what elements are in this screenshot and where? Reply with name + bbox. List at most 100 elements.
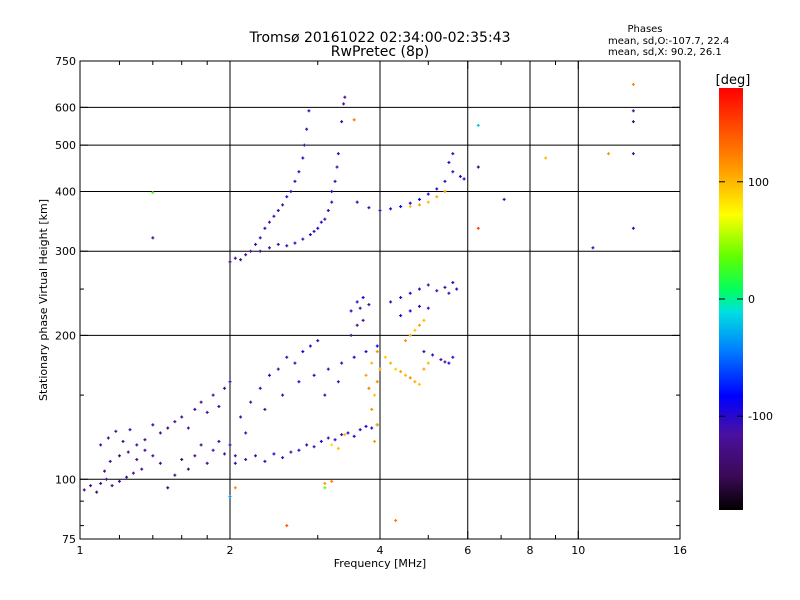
data-point (340, 361, 344, 365)
data-point (312, 445, 316, 449)
data-point (211, 448, 215, 452)
data-point (394, 518, 398, 522)
x-tick-label: 2 (227, 544, 234, 557)
data-point (389, 300, 393, 304)
data-point (253, 242, 257, 246)
data-point (443, 189, 447, 193)
data-point (267, 220, 271, 224)
data-point (301, 156, 305, 160)
data-point (422, 367, 426, 371)
data-point (417, 287, 421, 291)
data-point (326, 367, 330, 371)
y-tick-label: 200 (55, 329, 76, 342)
x-ticks: 1 2 4 6 8 10 16 (77, 61, 687, 557)
data-point (631, 152, 635, 156)
data-point (285, 244, 289, 248)
data-point (223, 386, 227, 390)
data-point (364, 424, 368, 428)
data-point (125, 475, 129, 479)
data-point (108, 459, 112, 463)
data-point (631, 120, 635, 124)
data-point (403, 373, 407, 377)
data-point (417, 323, 421, 327)
data-point (166, 426, 170, 430)
data-point (326, 436, 330, 440)
data-point (408, 309, 412, 313)
data-point (199, 400, 203, 404)
data-point (335, 165, 339, 169)
data-point (301, 350, 305, 354)
data-point (342, 102, 346, 106)
data-point (272, 452, 276, 456)
data-point (476, 123, 480, 127)
data-point (403, 339, 407, 343)
data-point (340, 433, 344, 437)
data-point (297, 448, 301, 452)
data-point (443, 285, 447, 289)
data-point (180, 415, 184, 419)
data-point (333, 179, 337, 183)
data-point (301, 237, 305, 241)
data-point (389, 361, 393, 365)
data-point (233, 461, 237, 465)
data-point (355, 200, 359, 204)
data-point (276, 209, 280, 213)
data-point (293, 241, 297, 245)
data-point (305, 443, 309, 447)
data-point (193, 454, 197, 458)
chart-title-line2: RwPretec (8p) (331, 44, 429, 60)
data-point (462, 177, 466, 181)
data-point (140, 467, 144, 471)
data-point (361, 318, 365, 322)
data-point (370, 407, 374, 411)
scatter-points (82, 82, 635, 528)
data-point (228, 380, 232, 384)
data-point (302, 143, 306, 147)
data-point (631, 109, 635, 113)
data-point (364, 373, 368, 377)
data-point (239, 415, 243, 419)
data-point (103, 469, 107, 473)
data-point (340, 120, 344, 124)
data-point (431, 353, 435, 357)
y-tick-label: 100 (55, 473, 76, 486)
data-point (435, 289, 439, 293)
data-point (117, 454, 121, 458)
data-point (193, 407, 197, 411)
data-point (408, 376, 412, 380)
data-point (370, 426, 374, 430)
colorbar-tick-label: 100 (748, 176, 769, 189)
data-point (267, 246, 271, 250)
data-point (447, 291, 451, 295)
data-point (443, 179, 447, 183)
data-point (408, 201, 412, 205)
data-point (297, 170, 301, 174)
data-point (312, 373, 316, 377)
data-point (285, 355, 289, 359)
data-point (330, 200, 334, 204)
data-point (458, 174, 462, 178)
data-point (408, 333, 412, 337)
data-point (297, 380, 301, 384)
data-point (135, 443, 139, 447)
data-point (258, 249, 262, 253)
grid-lines (80, 61, 680, 539)
x-axis-label: Frequency [MHz] (334, 557, 426, 570)
data-point (417, 197, 421, 201)
colorbar-tick-label: -100 (748, 410, 773, 423)
colorbar-ticks: 100 0 -100 (719, 176, 773, 423)
data-point (312, 229, 316, 233)
data-point (355, 300, 359, 304)
data-point (205, 461, 209, 465)
data-point (89, 484, 93, 488)
data-point (399, 370, 403, 374)
data-point (244, 457, 248, 461)
data-point (399, 314, 403, 318)
data-point (476, 226, 480, 230)
data-point (323, 486, 327, 490)
data-point (258, 236, 262, 240)
data-point (228, 443, 232, 447)
data-point (263, 407, 267, 411)
data-point (166, 486, 170, 490)
data-point (443, 360, 447, 364)
